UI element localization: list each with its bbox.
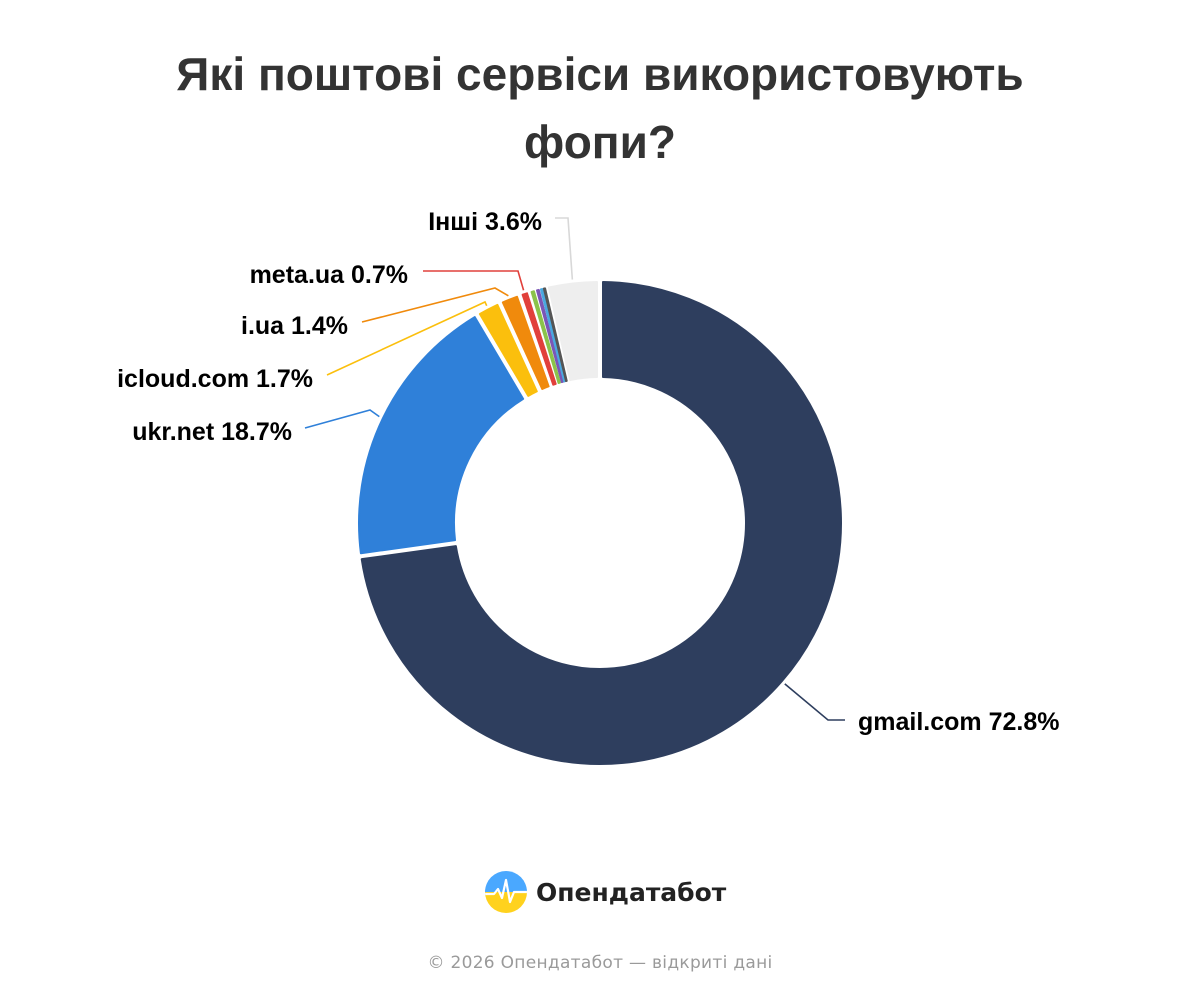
- slice-minor-7: [539, 288, 566, 383]
- slice-meta-ua: [521, 292, 557, 386]
- slice-label-ukr-net: ukr.net 18.7%: [132, 418, 292, 446]
- slice-minor-6: [535, 288, 564, 384]
- opendatabot-logo-icon: [485, 871, 527, 913]
- leader-line-gmail-com: [784, 683, 845, 721]
- donut-slices: [358, 281, 842, 765]
- chart-title: Які поштові сервіси використовують фопи?: [176, 48, 1024, 168]
- slice-ukr-net: [358, 316, 525, 555]
- slice-minor-5: [530, 290, 561, 385]
- leader-line-i-ua: [361, 287, 509, 323]
- slice-label-інші: Інші 3.6%: [428, 208, 542, 236]
- slice-label-i-ua: i.ua 1.4%: [241, 312, 348, 340]
- leader-lines: [304, 217, 845, 721]
- slice-gmail-com: [360, 281, 842, 765]
- slice-i-ua: [501, 295, 550, 390]
- slice-label-meta-ua: meta.ua 0.7%: [250, 261, 408, 289]
- slice-minor-8: [542, 287, 568, 383]
- leader-line-meta-ua: [423, 270, 525, 291]
- slice-labels: gmail.com 72.8% ukr.net 18.7% icloud.com 1…: [117, 208, 1059, 736]
- brand-logo: Опендатабот: [484, 870, 726, 914]
- leader-line-інші: [555, 217, 574, 280]
- slice-icloud-com: [478, 303, 538, 397]
- leader-line-icloud-com: [326, 300, 488, 376]
- slice-label-gmail-com: gmail.com 72.8%: [858, 708, 1059, 736]
- leader-line-ukr-net: [304, 409, 380, 429]
- slice-label-icloud-com: icloud.com 1.7%: [117, 365, 313, 393]
- donut-chart: gmail.com 72.8% ukr.net 18.7% icloud.com 1…: [117, 208, 1059, 765]
- slice-інші: [547, 281, 598, 382]
- footer-copyright: © 2026 Опендатабот — відкриті дані: [427, 953, 773, 973]
- brand-name: Опендатабот: [536, 877, 727, 907]
